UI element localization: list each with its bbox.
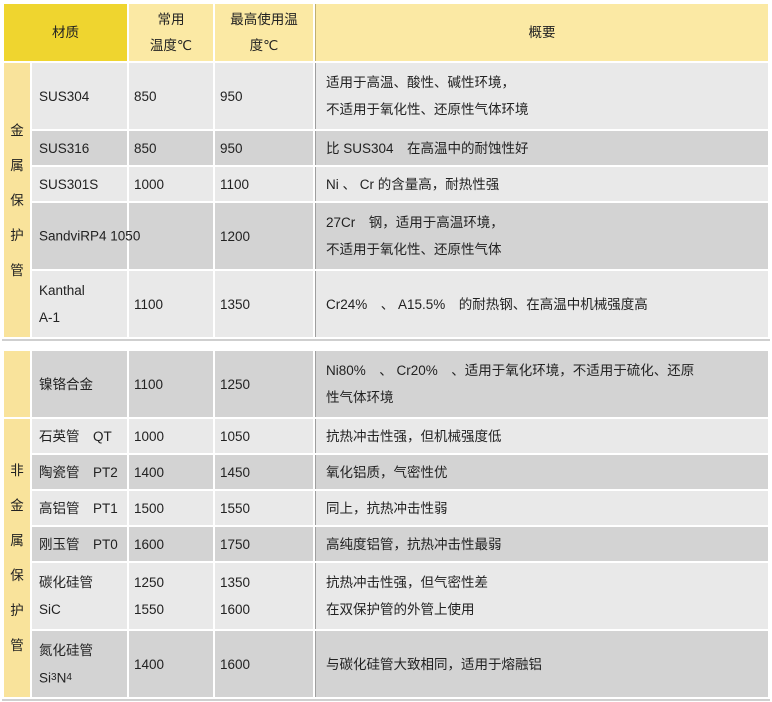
table-row: SUS301S 1000 1100 Ni 、 Cr 的含量高，耐热性强 (4, 167, 768, 201)
summary-cell: 与碳化硅管大致相同，适用于熔融铝 (315, 631, 768, 697)
max-temp-cell: 1550 (215, 491, 313, 525)
metal-rows: 金 属 保 护 管 SUS304 850 950 适用于高温、酸性、碱性环境， 不适用于… (4, 63, 768, 337)
material-cell: 氮化硅管 Si3N4 (32, 631, 127, 697)
summary-cell: Ni80% 、 Cr20% 、适用于氧化环境，不适用于硫化、还原 性气体环境 (315, 351, 768, 417)
table-row: 碳化硅管 SiC 1250 1550 1350 1600 抗热冲击性强，但气密性差 在… (4, 563, 768, 629)
common-temp-cell: 850 (129, 63, 213, 129)
max-temp-cell: 1200 (215, 203, 313, 269)
common-temp-cell: 1100 (129, 351, 213, 417)
common-temp-cell: 1000 (129, 167, 213, 201)
common-temp-cell: 1600 (129, 527, 213, 561)
table-row: Kanthal A-1 1100 1350 Cr24% 、 A15.5% 的耐热钢、在… (4, 271, 768, 337)
summary-cell: Cr24% 、 A15.5% 的耐热钢、在高温中机械强度高 (315, 271, 768, 337)
table-header: 材质 常用 温度℃ 最高使用温 度℃ 概要 (4, 4, 768, 61)
max-temp-cell: 1350 (215, 271, 313, 337)
side-label-cell: 金 属 保 护 管 (4, 63, 30, 337)
table-row: SUS316 850 950 比 SUS304 在高温中的耐蚀性好 (4, 131, 768, 165)
material-cell: 陶瓷管 PT2 (32, 455, 127, 489)
header-material: 材质 (4, 4, 127, 61)
max-temp-cell: 1250 (215, 351, 313, 417)
material-cell: SUS304 (32, 63, 127, 129)
common-temp-cell: 850 (129, 131, 213, 165)
max-temp-cell: 950 (215, 131, 313, 165)
summary-cell: 比 SUS304 在高温中的耐蚀性好 (315, 131, 768, 165)
header-max-temp: 最高使用温 度℃ (215, 4, 313, 61)
max-temp-cell: 1050 (215, 419, 313, 453)
material-cell: 高铝管 PT1 (32, 491, 127, 525)
common-temp-cell: 1500 (129, 491, 213, 525)
summary-cell: 适用于高温、酸性、碱性环境， 不适用于氧化性、还原性气体环境 (315, 63, 768, 129)
material-cell: SandviRP4 1050 (32, 203, 140, 269)
material-overflow-text: SandviRP4 1050 (39, 228, 141, 244)
table-row: 刚玉管 PT0 1600 1750 高纯度铝管，抗热冲击性最弱 (4, 527, 768, 561)
table-row: 氮化硅管 Si3N4 1400 1600 与碳化硅管大致相同，适用于熔融铝 (4, 631, 768, 697)
max-temp-cell: 1450 (215, 455, 313, 489)
table-row: SandviRP4 1050 1200 27Cr 钢，适用于高温环境， 不适用于氧化… (4, 203, 768, 269)
summary-cell: 抗热冲击性强，但机械强度低 (315, 419, 768, 453)
summary-cell: 27Cr 钢，适用于高温环境， 不适用于氧化性、还原性气体 (315, 203, 768, 269)
summary-cell: 抗热冲击性强，但气密性差 在双保护管的外管上使用 (315, 563, 768, 629)
header-summary: 概要 (315, 4, 768, 61)
material-cell: Kanthal A-1 (32, 271, 127, 337)
table-row: 高铝管 PT1 1500 1550 同上，抗热冲击性弱 (4, 491, 768, 525)
common-temp-cell: 1100 (129, 271, 213, 337)
common-temp-cell: 1400 (129, 455, 213, 489)
material-cell: 镍铬合金 (32, 351, 127, 417)
nonmetal-rows: 镍铬合金 1100 1250 Ni80% 、 Cr20% 、适用于氧化环境，不适用于硫… (4, 351, 768, 697)
max-temp-cell: 1350 1600 (215, 563, 313, 629)
summary-cell: 同上，抗热冲击性弱 (315, 491, 768, 525)
material-cell: 石英管 QT (32, 419, 127, 453)
metal-protection-tube-table: 材质 常用 温度℃ 最高使用温 度℃ 概要 金 属 保 护 管 SUS304 850… (2, 2, 770, 341)
material-cell: SUS301S (32, 167, 127, 201)
common-temp-cell (129, 203, 213, 269)
material-cell: SUS316 (32, 131, 127, 165)
header-row: 材质 常用 温度℃ 最高使用温 度℃ 概要 (4, 4, 768, 61)
summary-cell: 氧化铝质，气密性优 (315, 455, 768, 489)
material-cell: 碳化硅管 SiC (32, 563, 127, 629)
max-temp-cell: 950 (215, 63, 313, 129)
max-temp-cell: 1750 (215, 527, 313, 561)
material-cell: 刚玉管 PT0 (32, 527, 127, 561)
max-temp-cell: 1100 (215, 167, 313, 201)
side-label-cell: 非 金 属 保 护 管 (4, 419, 30, 697)
table-row: 金 属 保 护 管 SUS304 850 950 适用于高温、酸性、碱性环境， 不适用于… (4, 63, 768, 337)
summary-cell: Ni 、 Cr 的含量高，耐热性强 (315, 167, 768, 201)
summary-cell: 高纯度铝管，抗热冲击性最弱 (315, 527, 768, 561)
table-row: 镍铬合金 1100 1250 Ni80% 、 Cr20% 、适用于氧化环境，不适用于硫… (4, 351, 768, 417)
common-temp-cell: 1250 1550 (129, 563, 213, 629)
side-spacer-cell (4, 351, 30, 417)
table-row: 陶瓷管 PT2 1400 1450 氧化铝质，气密性优 (4, 455, 768, 489)
max-temp-cell: 1600 (215, 631, 313, 697)
common-temp-cell: 1000 (129, 419, 213, 453)
table-row: 非 金 属 保 护 管石英管 QT 1000 1050 抗热冲击性强，但机械强度低 (4, 419, 768, 697)
common-temp-cell: 1400 (129, 631, 213, 697)
header-common-temp: 常用 温度℃ (129, 4, 213, 61)
nonmetal-protection-tube-table: 镍铬合金 1100 1250 Ni80% 、 Cr20% 、适用于氧化环境，不适用于硫… (2, 349, 770, 701)
